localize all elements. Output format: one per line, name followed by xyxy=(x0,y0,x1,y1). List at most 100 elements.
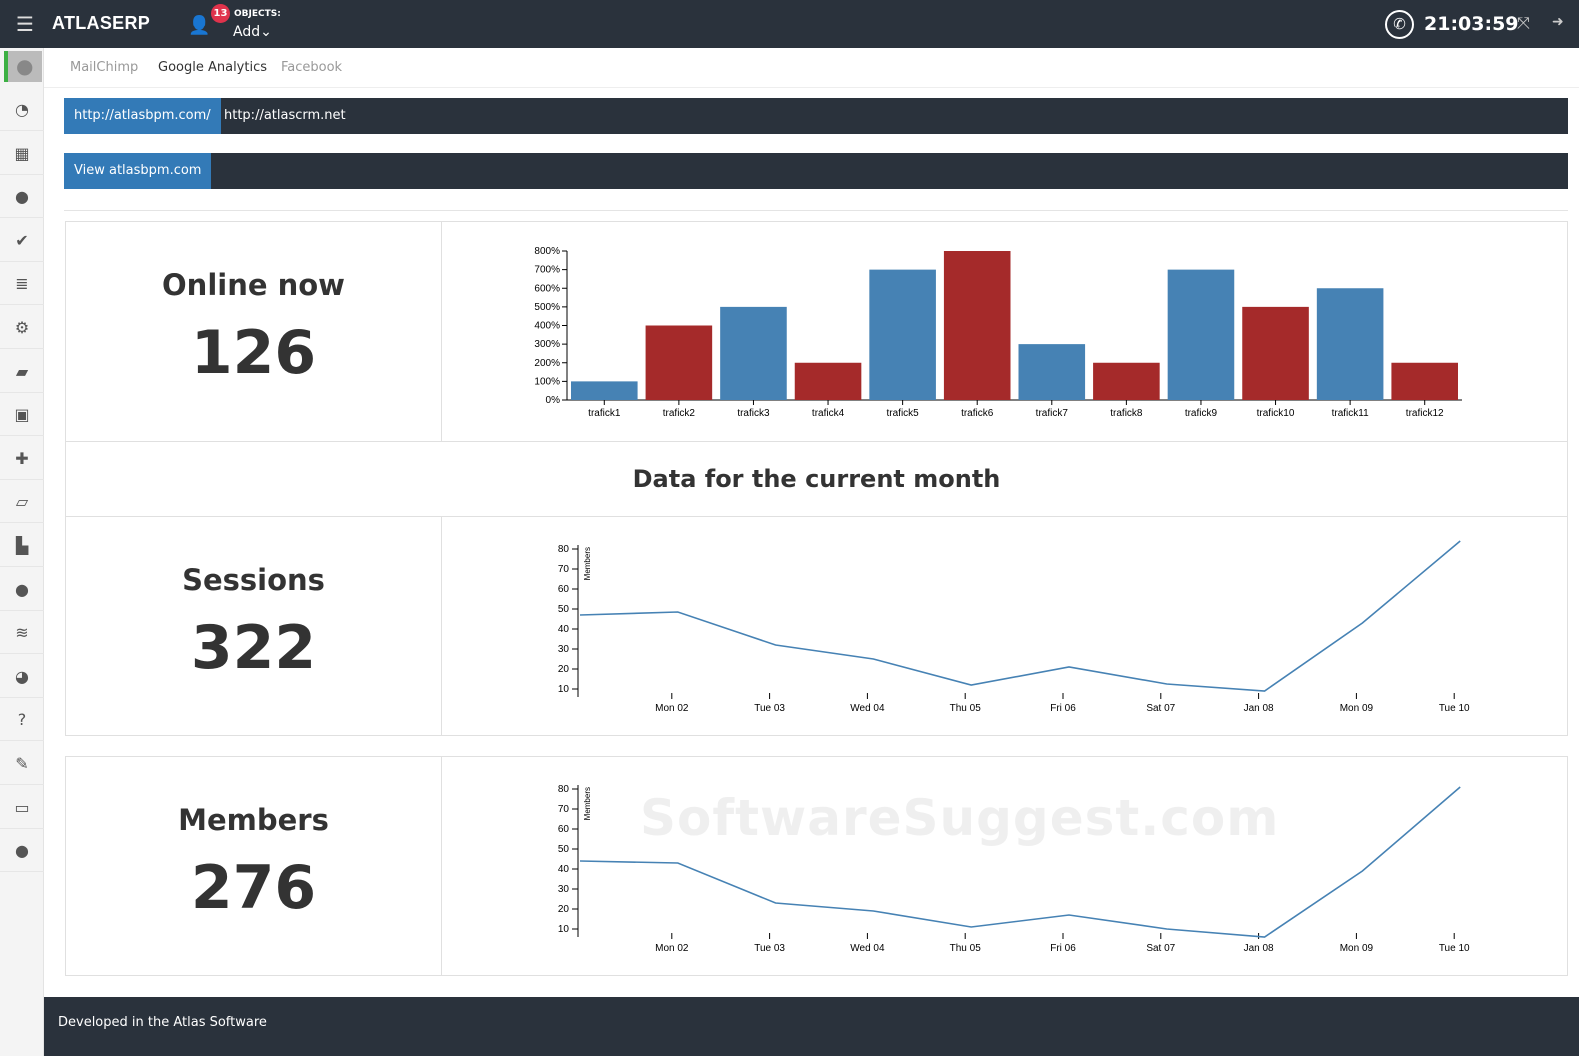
bar-trafick7 xyxy=(1018,344,1086,400)
y-tick-label: 30 xyxy=(558,884,570,895)
user-notifications-icon[interactable]: 👤 xyxy=(188,15,211,36)
y-tick-label: 500% xyxy=(534,302,560,313)
x-tick-label: Wed 04 xyxy=(850,943,885,954)
y-tick-label: 30 xyxy=(558,644,570,655)
sessions-label: Sessions xyxy=(182,563,325,597)
bar-trafick1 xyxy=(571,381,638,400)
site-tabs: http://atlasbpm.com/ http://atlascrm.net xyxy=(64,98,1568,134)
y-tick-label: 20 xyxy=(558,664,570,675)
x-tick-label: trafick7 xyxy=(1036,408,1069,419)
logout-icon[interactable]: ➜ xyxy=(1552,14,1564,30)
sessions-value: 322 xyxy=(190,613,317,683)
objects-label: OBJECTS: xyxy=(234,9,281,19)
fullscreen-icon[interactable]: ⤧ xyxy=(1517,13,1530,32)
pie-chart-icon[interactable]: ◕ xyxy=(0,655,44,698)
bar-trafick4 xyxy=(794,362,862,400)
phone-icon[interactable]: ✆ xyxy=(1385,10,1414,39)
clock: 21:03:59 xyxy=(1424,13,1519,35)
y-tick-label: 70 xyxy=(558,564,570,575)
sessions-stat: Sessions 322 xyxy=(66,517,442,735)
online-panel: Online now 126 0% 100% 200% 300% 400% 500% 600… xyxy=(65,221,1568,442)
view-bar: View atlasbpm.com xyxy=(64,153,1568,189)
view-site-button[interactable]: View atlasbpm.com xyxy=(64,153,212,189)
y-tick-label: 600% xyxy=(534,283,560,294)
users-icon[interactable]: ● xyxy=(0,568,44,611)
x-tick-label: trafick1 xyxy=(588,408,621,419)
y-tick-label: 10 xyxy=(558,924,570,935)
integration-tabs: MailChimp Google Analytics Facebook xyxy=(44,48,1579,88)
y-tick-label: 400% xyxy=(534,321,560,332)
x-tick-label: trafick12 xyxy=(1406,408,1444,419)
bar-trafick2 xyxy=(645,325,713,400)
watermark: SoftwareSuggest.com xyxy=(640,789,1280,847)
bar-trafick6 xyxy=(943,251,1011,400)
members-stat: Members 276 xyxy=(66,757,442,975)
data-line xyxy=(579,786,1461,938)
user-icon[interactable]: ● xyxy=(0,829,44,873)
add-dropdown[interactable]: Add⌄ xyxy=(233,24,272,40)
bar-trafick8 xyxy=(1093,362,1160,400)
calendar-icon[interactable]: ▦ xyxy=(0,132,44,175)
gears-icon[interactable]: ⚙ xyxy=(0,306,44,349)
bar-trafick10 xyxy=(1242,306,1309,400)
online-value: 126 xyxy=(190,318,317,388)
money-icon[interactable]: ▣ xyxy=(0,393,44,437)
menu-icon[interactable]: ☰ xyxy=(16,12,34,36)
y-tick-label: 700% xyxy=(534,265,560,276)
members-value: 276 xyxy=(190,853,317,923)
y-tick-label: 100% xyxy=(534,376,560,387)
chat-icon[interactable]: ● xyxy=(0,175,44,219)
book-icon[interactable]: ▰ xyxy=(0,350,44,393)
x-tick-label: trafick10 xyxy=(1257,408,1295,419)
tab-google-analytics[interactable]: Google Analytics xyxy=(158,60,268,75)
monitor-icon[interactable]: ▭ xyxy=(0,786,44,829)
section-title: Data for the current month xyxy=(65,441,1568,516)
x-tick-label: Sat 07 xyxy=(1146,943,1175,954)
puzzle-icon[interactable]: ✚ xyxy=(0,437,44,480)
tab-facebook[interactable]: Facebook xyxy=(281,60,343,75)
list-icon[interactable]: ≣ xyxy=(0,262,44,306)
sessions-panel: Sessions 322 10 20 30 40 50 60 70 80 Members Mon … xyxy=(65,516,1568,736)
wrench-icon[interactable]: ✎ xyxy=(0,742,44,785)
x-tick-label: Sat 07 xyxy=(1146,703,1175,714)
brand-logo[interactable]: ATLASERP xyxy=(52,13,151,33)
x-tick-label: Fri 06 xyxy=(1050,943,1076,954)
x-tick-label: Mon 09 xyxy=(1340,943,1374,954)
site-tab-atlascrm[interactable]: http://atlascrm.net xyxy=(224,108,346,123)
question-icon[interactable]: ? xyxy=(0,698,44,742)
x-tick-label: Fri 06 xyxy=(1050,703,1076,714)
members-line-chart: 10 20 30 40 50 60 70 80 Members Mon 02 Tue 03 Wed 0… xyxy=(558,784,1470,954)
x-tick-label: Tue 10 xyxy=(1439,943,1470,954)
bar-trafick3 xyxy=(720,306,787,400)
footer: Developed in the Atlas Software xyxy=(44,997,1579,1056)
x-tick-label: trafick4 xyxy=(812,408,845,419)
traffic-bar-chart: 0% 100% 200% 300% 400% 500% 600% 700% 800% trafic… xyxy=(534,246,1462,419)
factory-chart-icon[interactable]: ▙ xyxy=(0,524,44,567)
x-tick-label: Tue 03 xyxy=(754,943,785,954)
x-tick-label: Thu 05 xyxy=(950,943,982,954)
y-tick-label: 40 xyxy=(558,624,570,635)
bar-trafick12 xyxy=(1391,362,1458,400)
y-tick-label: 80 xyxy=(558,544,570,555)
x-tick-label: trafick3 xyxy=(737,408,770,419)
x-tick-label: trafick9 xyxy=(1185,408,1218,419)
x-tick-label: trafick11 xyxy=(1332,408,1369,419)
database-icon[interactable]: ≋ xyxy=(0,611,44,655)
y-tick-label: 40 xyxy=(558,864,570,875)
x-tick-label: trafick5 xyxy=(887,408,920,419)
x-tick-label: trafick6 xyxy=(961,408,994,419)
dashboard-icon[interactable]: ◔ xyxy=(0,88,44,131)
tab-mailchimp[interactable]: MailChimp xyxy=(70,60,139,75)
members-label: Members xyxy=(178,803,329,837)
y-tick-label: 70 xyxy=(558,804,570,815)
y-tick-label: 200% xyxy=(534,358,560,369)
folder-icon[interactable]: ▱ xyxy=(0,480,44,524)
check-icon[interactable]: ✔ xyxy=(0,219,44,262)
avatar[interactable]: ● xyxy=(4,51,42,82)
y-tick-label: 80 xyxy=(558,784,570,795)
y-tick-label: 300% xyxy=(534,339,560,350)
x-tick-label: Mon 09 xyxy=(1340,703,1374,714)
divider xyxy=(64,210,1568,211)
site-tab-atlasbpm[interactable]: http://atlasbpm.com/ xyxy=(64,98,221,134)
x-tick-label: Tue 03 xyxy=(754,703,785,714)
